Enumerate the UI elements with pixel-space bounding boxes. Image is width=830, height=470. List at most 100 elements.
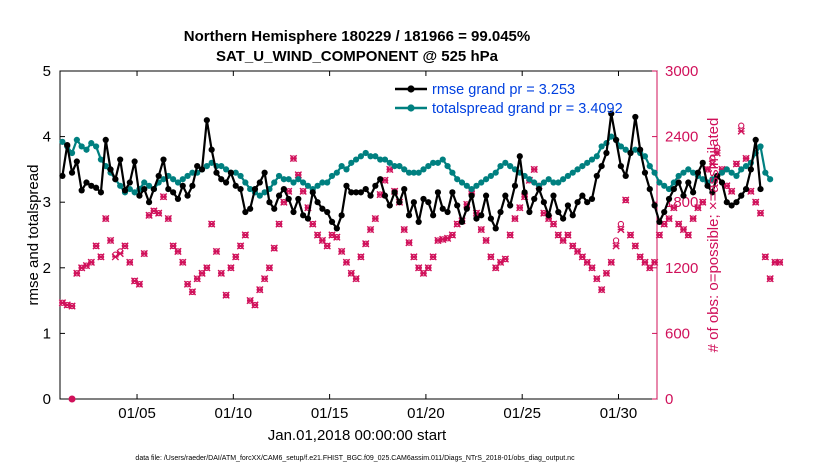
totalspread-point (444, 163, 451, 170)
obs-assimilated-marker (309, 220, 317, 228)
rmse-point (617, 163, 624, 170)
rmse-point (102, 136, 109, 143)
obs-possible-marker (617, 220, 625, 228)
rmse-point (160, 156, 167, 163)
rmse-point (449, 189, 456, 196)
totalspread-point (502, 159, 509, 166)
obs-assimilated-marker (270, 244, 278, 252)
rmse-point (656, 218, 663, 225)
chart-title-line1: Northern Hemisphere 180229 / 181966 = 99… (184, 28, 530, 45)
totalspread-point (742, 163, 750, 170)
rmse-point (487, 215, 494, 222)
y2-tick-label: 3000 (665, 63, 698, 80)
totalspread-point (439, 156, 446, 163)
totalspread-point (59, 138, 66, 145)
totalspread-point (401, 166, 408, 173)
rmse-point (314, 199, 321, 206)
totalspread-point (415, 169, 422, 176)
rmse-point (434, 189, 442, 196)
rmse-point (670, 185, 677, 193)
obs-assimilated-marker (164, 214, 173, 223)
totalspread-point (680, 169, 687, 176)
rmse-point (603, 149, 610, 157)
obs-assimilated-marker (516, 203, 524, 212)
rmse-point (632, 113, 639, 121)
obs-possible-marker (738, 122, 745, 129)
chart-title-line2: SAT_U_WIND_COMPONENT @ 525 hPa (216, 48, 499, 65)
x-tick-label: 01/10 (215, 405, 253, 422)
obs-assimilated-marker (102, 214, 110, 223)
obs-assimilated-marker (366, 225, 375, 234)
totalspread-point (560, 176, 567, 183)
obs-assimilated-marker (357, 253, 365, 261)
totalspread-point (232, 169, 239, 176)
totalspread-point (338, 163, 345, 170)
rmse-point (232, 182, 239, 189)
rmse-point (584, 199, 591, 206)
rmse-point (203, 117, 210, 124)
totalspread-point (131, 189, 138, 196)
totalspread-point (117, 182, 124, 189)
obs-assimilated-marker (342, 258, 351, 267)
totalspread-point (497, 163, 504, 170)
totalspread-point (83, 146, 90, 153)
rmse-point (247, 205, 254, 212)
rmse-point (646, 185, 653, 193)
rmse-point (357, 189, 365, 196)
rmse-point (121, 187, 129, 194)
obs-assimilated-marker (87, 258, 95, 267)
rmse-point (555, 208, 562, 216)
obs-assimilated-marker (766, 275, 774, 283)
obs-assimilated-marker (135, 280, 144, 288)
totalspread-point (280, 176, 287, 183)
rmse-point (569, 212, 576, 219)
obs-assimilated-marker (410, 253, 418, 261)
totalspread-point (78, 143, 85, 150)
y2-tick-label: 2400 (665, 129, 698, 146)
totalspread-point (189, 169, 196, 176)
rmse-point (502, 192, 509, 199)
obs-assimilated-marker (217, 269, 225, 277)
obs-assimilated-marker (179, 258, 187, 267)
legend-rmse-marker (407, 85, 415, 93)
y-tick-label: 2 (43, 260, 51, 277)
obs-assimilated-marker (742, 154, 750, 163)
rmse-point (93, 184, 100, 191)
totalspread-point (304, 182, 312, 189)
obs-assimilated-marker (337, 247, 346, 256)
obs-assimilated-marker (207, 220, 216, 228)
totalspread-point (482, 176, 490, 183)
obs-assimilated-marker (670, 203, 678, 212)
rmse-point (97, 189, 105, 196)
rmse-point (223, 179, 230, 186)
rmse-point (574, 199, 581, 206)
rmse-point (733, 199, 740, 206)
legend-spread-label: totalspread grand pr = 3.4092 (432, 101, 623, 117)
totalspread-point (377, 156, 384, 163)
rmse-point (545, 212, 552, 219)
rmse-point (564, 202, 572, 209)
rmse-point (516, 153, 523, 160)
rmse-point (535, 185, 543, 193)
obs-assimilated-marker (549, 220, 558, 228)
totalspread-point (391, 163, 398, 170)
rmse-point (391, 189, 398, 196)
rmse-point (579, 192, 586, 199)
rmse-point (227, 169, 235, 176)
totalspread-point (348, 159, 355, 166)
rmse-point (68, 169, 76, 176)
obs-assimilated-marker (699, 198, 707, 206)
totalspread-point (574, 166, 581, 173)
obs-assimilated-marker (602, 269, 611, 277)
obs-assimilated-marker (708, 160, 717, 168)
rmse-point (507, 202, 514, 209)
rmse-point (473, 215, 480, 222)
totalspread-point (584, 159, 591, 166)
obs-assimilated-marker (289, 154, 298, 163)
totalspread-point (324, 179, 331, 186)
totalspread-point (540, 179, 547, 186)
totalspread-point (487, 172, 494, 180)
y-tick-label: 0 (43, 391, 51, 408)
rmse-point (218, 176, 225, 183)
